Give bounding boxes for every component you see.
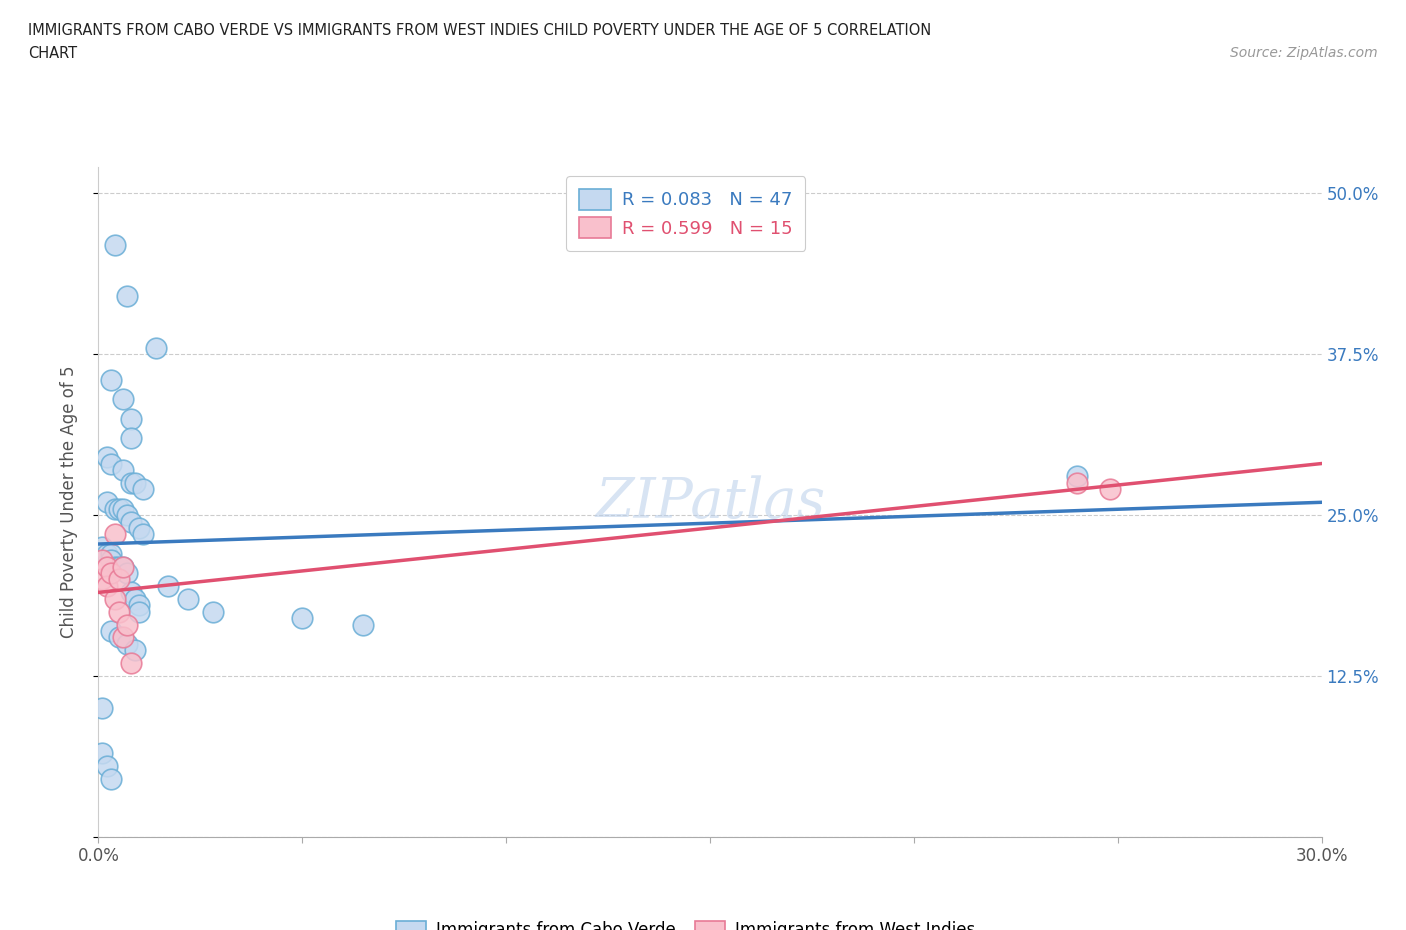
Point [115,618,138,632]
Point [111,559,134,574]
Point [120,656,142,671]
Point [132,482,155,497]
Point [91,539,114,554]
Point [120,475,142,490]
Point [111,392,134,406]
Point [111,462,134,477]
Point [108,559,131,574]
Point [1098,482,1121,497]
Point [96,559,118,574]
Point [120,514,142,529]
Point [104,527,127,542]
Point [124,643,146,658]
Text: IMMIGRANTS FROM CABO VERDE VS IMMIGRANTS FROM WEST INDIES CHILD POVERTY UNDER TH: IMMIGRANTS FROM CABO VERDE VS IMMIGRANTS… [28,23,931,38]
Point [108,604,131,619]
Point [115,508,138,523]
Point [91,572,114,587]
Point [111,559,134,574]
Point [132,527,155,542]
Text: Source: ZipAtlas.com: Source: ZipAtlas.com [1230,46,1378,60]
Point [1066,475,1088,490]
Point [100,456,122,471]
Point [128,521,150,536]
Point [120,431,142,445]
Point [100,546,122,561]
Point [100,772,122,787]
Point [91,746,114,761]
Text: CHART: CHART [28,46,77,61]
Y-axis label: Child Poverty Under the Age of 5: Child Poverty Under the Age of 5 [59,365,77,639]
Point [108,572,131,587]
Point [1066,469,1088,484]
Point [111,501,134,516]
Point [96,450,118,465]
Point [104,501,127,516]
Point [100,552,122,567]
Point [115,288,138,303]
Point [291,611,314,626]
Point [108,630,131,644]
Point [352,618,374,632]
Point [128,604,150,619]
Point [156,578,179,593]
Point [115,565,138,580]
Point [201,604,224,619]
Point [96,546,118,561]
Point [100,372,122,387]
Point [96,578,118,593]
Point [104,591,127,606]
Point [145,340,167,355]
Point [115,636,138,651]
Legend: Immigrants from Cabo Verde, Immigrants from West Indies: Immigrants from Cabo Verde, Immigrants f… [387,912,984,930]
Point [96,759,118,774]
Point [120,411,142,426]
Point [120,585,142,600]
Point [104,237,127,252]
Point [124,475,146,490]
Point [96,495,118,510]
Point [108,501,131,516]
Point [128,598,150,613]
Point [91,701,114,716]
Point [91,552,114,567]
Point [124,591,146,606]
Text: ZIPatlas: ZIPatlas [595,475,825,529]
Point [104,559,127,574]
Point [100,623,122,638]
Point [177,591,200,606]
Point [100,565,122,580]
Point [111,630,134,644]
